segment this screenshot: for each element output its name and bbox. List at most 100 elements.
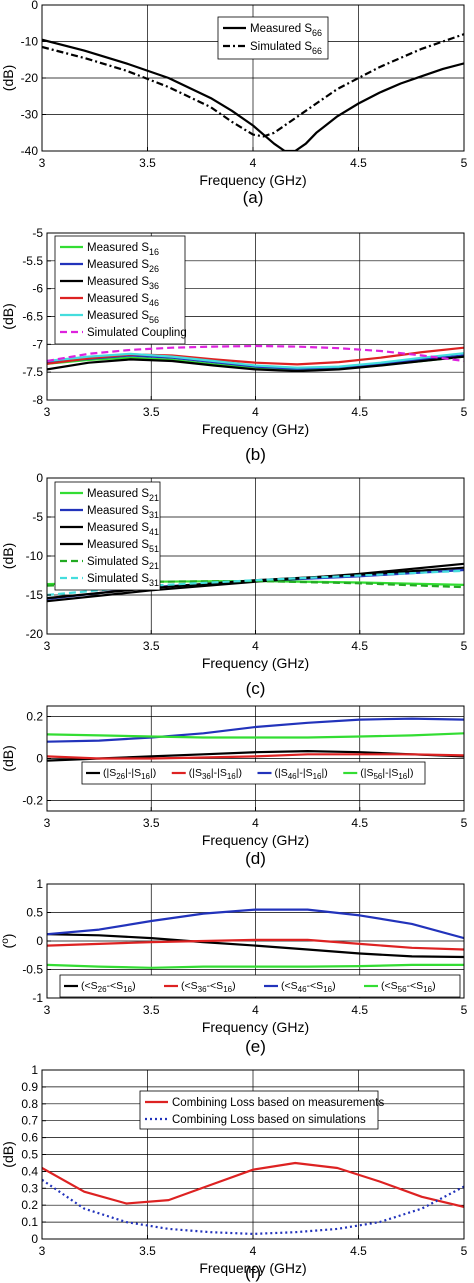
y-tick-label: -7.5: [22, 365, 43, 379]
series-line-d-1: [47, 753, 464, 760]
series-line-c-2: [47, 562, 464, 603]
y-tick-label: 0: [36, 471, 43, 485]
y-tick-label: 0.4: [21, 1164, 38, 1178]
y-tick-label: 0: [31, 1232, 38, 1246]
y-tick-label: 0: [36, 752, 43, 766]
legend-entry: Combining Loss based on simulations: [172, 1114, 366, 1126]
y-tick-label: 0: [36, 934, 43, 948]
legend-box: [59, 974, 461, 998]
series-line-f-1: [42, 1178, 464, 1236]
legend-entry: Measured S46: [87, 293, 159, 308]
x-tick-label: 3.5: [139, 156, 156, 170]
legend-entry: (|S46|-|S16|): [275, 767, 328, 781]
chart-a: 3 3.5 4 4.5 5 -40 -30 -20 -10 0 Frequency (GHz) (dB…: [0, 0, 468, 207]
legend-entry: Measured S66: [250, 23, 322, 38]
y-tick-label: -5: [32, 226, 43, 240]
legend-entry: Simulated S66: [250, 41, 322, 56]
x-tick-label: 4: [252, 816, 259, 830]
legend-entry: Measured S31: [87, 505, 159, 520]
legend: Measured S66 Simulated S66: [217, 16, 329, 60]
series-line-d-3: [47, 732, 464, 739]
series-line-e-0: [47, 933, 464, 959]
series-line-d-2: [47, 717, 464, 743]
y-axis-label: (o): [0, 934, 16, 949]
x-tick-label: 4: [252, 639, 259, 653]
legend-entry: Measured S16: [87, 242, 159, 257]
series-line-e-2: [47, 908, 464, 940]
panel-caption: (c): [246, 679, 266, 698]
legend-entry: (|S56|-|S16|): [360, 767, 413, 781]
legend-entry: Measured S56: [87, 310, 159, 325]
series-line-a-0: [42, 38, 464, 151]
x-tick-label: 3: [44, 816, 51, 830]
chart-d: 3 3.5 4 4.5 5 -0.2 0 0.2 Frequency (GHz) (dB) (d) (…: [0, 705, 468, 868]
legend-entry: (<S56-<S16): [381, 980, 436, 994]
y-tick-label: 0.5: [21, 1148, 38, 1162]
y-tick-label: 0.2: [21, 1198, 38, 1212]
y-tick-label: -6: [32, 282, 43, 296]
y-tick-label: 0.5: [26, 906, 43, 920]
y-tick-label: 0.9: [21, 1080, 38, 1094]
y-tick-label: -15: [26, 588, 44, 602]
x-axis-label: Frequency (GHz): [199, 1260, 306, 1276]
y-tick-label: 0.1: [21, 1215, 38, 1229]
y-tick-label: 0: [31, 0, 38, 12]
x-axis-label: Frequency (GHz): [202, 655, 309, 671]
x-axis-label: Frequency (GHz): [199, 172, 306, 188]
y-axis-label: (dB): [0, 65, 16, 91]
legend-entry: Combining Loss based on measurements: [172, 1097, 384, 1109]
x-tick-label: 4: [252, 405, 259, 419]
x-tick-label: 5: [461, 1003, 468, 1017]
x-tick-label: 5: [461, 816, 468, 830]
x-tick-label: 3: [39, 156, 46, 170]
legend-entry: Measured S51: [87, 539, 159, 554]
panel-caption: (b): [245, 445, 266, 464]
legend-box: [54, 481, 161, 591]
panel-caption: (d): [245, 849, 266, 868]
x-tick-label: 5: [461, 1244, 468, 1258]
x-tick-label: 3.5: [143, 1003, 160, 1017]
series-group: [42, 1161, 464, 1236]
y-axis-label: (dB): [0, 745, 16, 771]
legend: Measured S16 Measured S26 Measured S36 Meas…: [54, 235, 187, 345]
y-tick-label: -0.2: [22, 794, 43, 808]
x-tick-label: 3: [39, 1244, 46, 1258]
legend-box: [217, 16, 329, 60]
y-tick-label: 0.2: [26, 710, 43, 724]
x-tick-label: 3.5: [143, 816, 160, 830]
x-tick-label: 3.5: [143, 639, 160, 653]
y-tick-label: -10: [26, 549, 44, 563]
x-axis-label: Frequency (GHz): [202, 832, 309, 848]
series-line-e-1: [47, 938, 464, 951]
y-tick-label: -20: [21, 71, 39, 85]
x-tick-label: 3: [44, 639, 51, 653]
y-tick-label: 0.8: [21, 1097, 38, 1111]
series-group: [47, 717, 464, 762]
series-group: [47, 908, 464, 969]
panel-caption: (f): [245, 1263, 261, 1282]
y-tick-label: -1: [32, 991, 43, 1005]
x-tick-label: 4: [250, 1244, 257, 1258]
x-tick-label: 3: [44, 405, 51, 419]
y-tick-label: -7: [32, 337, 43, 351]
x-axis-label: Frequency (GHz): [202, 1019, 309, 1035]
y-tick-label: -5.5: [22, 254, 43, 268]
legend-entry: Measured S26: [87, 259, 159, 274]
legend: Combining Loss based on measurements Comb…: [139, 1090, 384, 1130]
series-group: [42, 33, 464, 151]
x-tick-label: 4.5: [350, 156, 367, 170]
panel-caption: (a): [243, 188, 264, 207]
y-tick-label: -30: [21, 108, 39, 122]
y-tick-label: -5: [32, 510, 43, 524]
y-tick-label: -20: [26, 627, 44, 641]
y-tick-label: 0.7: [21, 1114, 38, 1128]
y-tick-label: 0.6: [21, 1131, 38, 1145]
x-tick-label: 4: [250, 156, 257, 170]
y-tick-label: 1: [36, 877, 43, 891]
legend: Measured S21 Measured S31 Measured S41 Meas…: [54, 481, 161, 591]
x-axis-label: Frequency (GHz): [202, 421, 309, 437]
x-tick-label: 5: [461, 156, 468, 170]
series-line-b-5: [47, 344, 464, 363]
legend-entry: (<S36-<S16): [181, 980, 236, 994]
panel-caption: (e): [245, 1037, 266, 1056]
